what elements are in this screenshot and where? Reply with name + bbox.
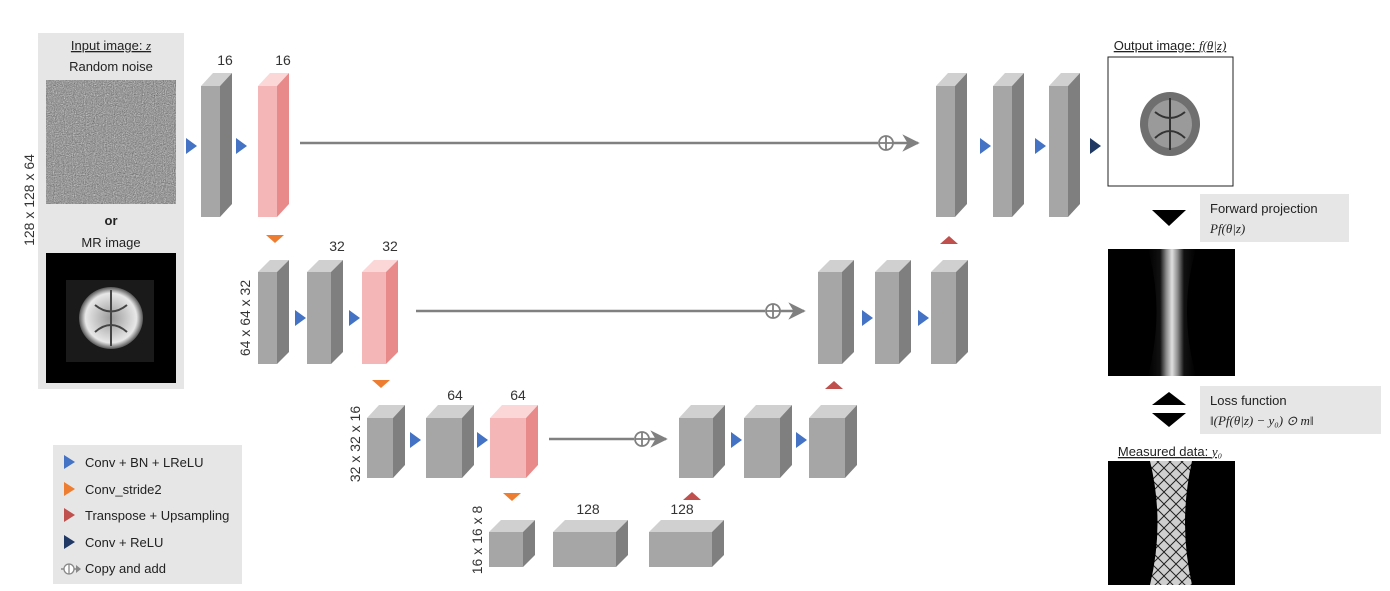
conv-bn-lrelu-arrow — [1035, 138, 1046, 154]
loss-arrow-down — [1152, 413, 1186, 427]
transpose-upsampling-arrow — [683, 492, 701, 500]
conv-bn-lrelu-arrow — [796, 432, 807, 448]
legend-icon-copy-add — [61, 563, 81, 575]
l3-skip-arrow — [549, 430, 668, 448]
l3-dec-block-2 — [744, 405, 792, 478]
random-noise-label: Random noise — [69, 59, 153, 74]
l4-block-3 — [649, 520, 724, 567]
l2-block-3-pink — [362, 260, 398, 364]
conv-bn-lrelu-arrow — [731, 432, 742, 448]
l2-dec-block-3 — [931, 260, 968, 364]
l3-ch-a: 64 — [447, 387, 463, 403]
legend-label-transpose-upsampling: Transpose + Upsampling — [85, 508, 229, 523]
l1-skip-arrow — [300, 134, 920, 152]
l4-ch-b: 128 — [670, 501, 694, 517]
input-panel: Input image: z Random noise or MR image — [38, 33, 184, 389]
level1-dim-label: 128 x 128 x 64 — [21, 154, 37, 246]
measured-title: Measured data: y₀ — [1118, 444, 1222, 459]
transpose-upsampling-arrow — [940, 236, 958, 244]
l1-dec-block-2 — [993, 73, 1024, 217]
legend-icon-conv-relu — [64, 535, 75, 549]
conv-stride2-arrow — [372, 380, 390, 388]
loss-arrow-up — [1152, 392, 1186, 405]
legend-icon-conv-bn-lrelu — [64, 455, 75, 469]
legend-icon-transpose-upsampling — [64, 508, 75, 522]
forward-projection-label: Forward projection — [1210, 201, 1318, 216]
l3-dec-block-3 — [809, 405, 857, 478]
conv-bn-lrelu-arrow — [410, 432, 421, 448]
conv-relu-arrow — [1090, 138, 1101, 154]
l3-block-3-pink — [490, 405, 538, 478]
legend-label-conv-bn-lrelu: Conv + BN + LReLU — [85, 455, 204, 470]
l2-ch-a: 32 — [329, 238, 345, 254]
conv-bn-lrelu-arrow — [980, 138, 991, 154]
legend-box — [53, 445, 242, 584]
forward-projection-arrow — [1152, 210, 1186, 226]
legend-label-conv-stride2: Conv_stride2 — [85, 482, 162, 497]
l2-ch-b: 32 — [382, 238, 398, 254]
loss-function-math: ‖(Pf(θ|z) − y₀) ⊙ m‖ — [1210, 413, 1314, 428]
loss-function-box — [1200, 386, 1381, 434]
or-label: or — [105, 213, 118, 228]
level3-dim-label: 32 x 32 x 16 — [347, 406, 363, 482]
output-title: Output image: f(θ|z) — [1114, 38, 1227, 53]
l2-skip-arrow — [416, 302, 806, 320]
l4-ch-a: 128 — [576, 501, 600, 517]
l3-dec-block-1 — [679, 405, 725, 478]
conv-bn-lrelu-arrow — [918, 310, 929, 326]
conv-bn-lrelu-arrow — [349, 310, 360, 326]
conv-bn-lrelu-arrow — [295, 310, 306, 326]
l3-ch-b: 64 — [510, 387, 526, 403]
legend-icon-conv-stride2 — [64, 482, 75, 496]
conv-stride2-arrow — [503, 493, 521, 501]
conv-bn-lrelu-arrow — [186, 138, 197, 154]
level2-dim-label: 64 x 64 x 32 — [237, 280, 253, 356]
l2-block-2 — [307, 260, 343, 364]
l1-ch-a: 16 — [217, 52, 233, 68]
random-noise-texture — [46, 80, 176, 204]
conv-bn-lrelu-arrow — [477, 432, 488, 448]
transpose-upsampling-arrow — [825, 381, 843, 389]
level4-dim-label: 16 x 16 x 8 — [469, 506, 485, 575]
forward-projection-math: Pf(θ|z) — [1209, 221, 1245, 236]
measured-lattice — [1150, 461, 1192, 585]
l1-dec-block-1 — [936, 73, 967, 217]
legend-label-conv-relu: Conv + ReLU — [85, 535, 163, 550]
conv-bn-lrelu-arrow — [862, 310, 873, 326]
mr-brain-detail — [94, 290, 128, 346]
l3-block-2 — [426, 405, 474, 478]
l4-block-1 — [489, 520, 535, 567]
l2-dec-block-1 — [818, 260, 854, 364]
mr-image-label: MR image — [81, 235, 140, 250]
output-brain-detail — [1154, 98, 1186, 150]
l1-block-1 — [201, 73, 232, 217]
loss-function-label: Loss function — [1210, 393, 1287, 408]
legend-label-copy-add: Copy and add — [85, 561, 166, 576]
l2-block-1 — [258, 260, 289, 364]
l2-dec-block-2 — [875, 260, 911, 364]
projection-sinogram — [1148, 249, 1196, 376]
l1-dec-block-3 — [1049, 73, 1080, 217]
conv-stride2-arrow — [266, 235, 284, 243]
l4-block-2 — [553, 520, 628, 567]
conv-bn-lrelu-arrow — [236, 138, 247, 154]
l1-ch-b: 16 — [275, 52, 291, 68]
l1-block-2-pink — [258, 73, 289, 217]
l3-block-1 — [367, 405, 405, 478]
input-title: Input image: z — [71, 38, 151, 53]
forward-projection-box — [1200, 194, 1349, 242]
